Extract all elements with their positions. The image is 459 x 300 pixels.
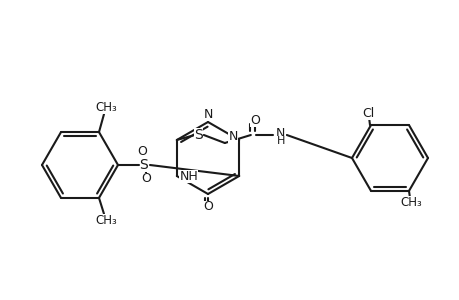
Text: CH₃: CH₃: [95, 214, 117, 227]
Text: O: O: [202, 200, 213, 214]
Text: N: N: [228, 130, 237, 142]
Text: H: H: [276, 136, 285, 146]
Text: NH: NH: [179, 169, 198, 182]
Text: N: N: [203, 107, 212, 121]
Text: O: O: [141, 172, 151, 185]
Text: CH₃: CH₃: [95, 100, 117, 114]
Text: O: O: [249, 113, 259, 127]
Text: CH₃: CH₃: [399, 196, 421, 209]
Text: S: S: [194, 128, 203, 142]
Text: N: N: [275, 127, 285, 140]
Text: Cl: Cl: [361, 106, 373, 120]
Text: S: S: [140, 158, 148, 172]
Text: O: O: [137, 145, 146, 158]
